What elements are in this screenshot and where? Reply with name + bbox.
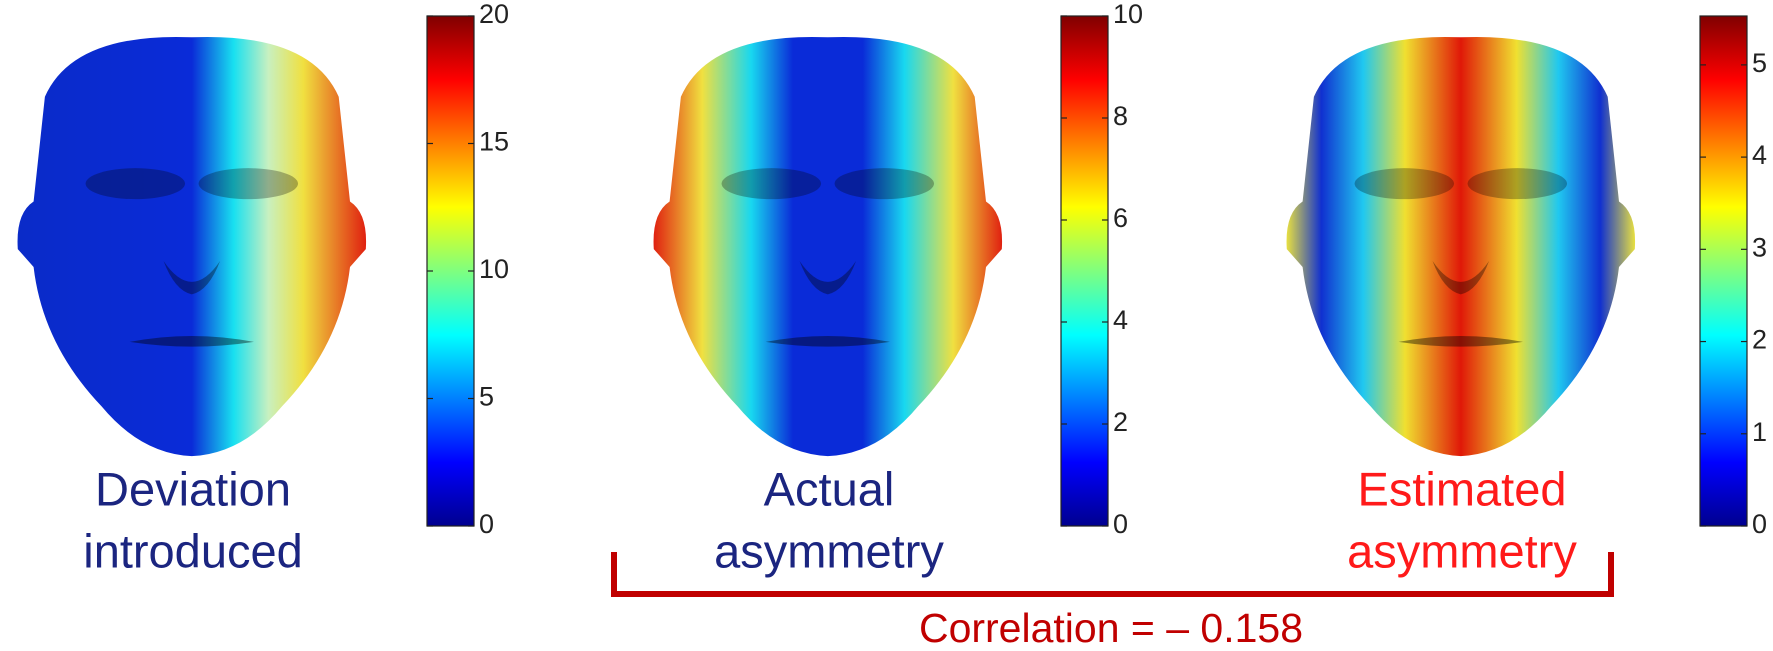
- face-surface: [18, 37, 367, 456]
- caption: Actual: [764, 462, 895, 515]
- tick-label: 3: [1752, 232, 1767, 262]
- figure: Correlation = – 0.158 05101520Deviationi…: [0, 0, 1773, 651]
- tick-label: 0: [479, 509, 494, 539]
- tick-label: 5: [1752, 48, 1767, 78]
- face-image: [654, 37, 1003, 456]
- colorbar: [427, 16, 474, 526]
- page: {"panels": [ {"caption": ["Deviation", "…: [0, 0, 1773, 651]
- caption: Estimated: [1358, 462, 1567, 515]
- caption: Deviation: [95, 462, 291, 515]
- tick-label: 0: [1113, 509, 1128, 539]
- eye-shade: [722, 168, 821, 199]
- face-surface: [654, 37, 1003, 456]
- colorbar: [1061, 16, 1108, 526]
- eye-shade: [1468, 168, 1567, 199]
- tick-label: 15: [479, 127, 509, 157]
- tick-label: 20: [479, 0, 509, 29]
- tick-label: 2: [1113, 407, 1128, 437]
- face-surface: [1287, 37, 1636, 456]
- eye-shade: [835, 168, 934, 199]
- tick-label: 10: [1113, 0, 1143, 29]
- tick-label: 5: [479, 382, 494, 412]
- tick-label: 8: [1113, 101, 1128, 131]
- face-image: [18, 37, 367, 456]
- tick-label: 0: [1752, 509, 1767, 539]
- caption: introduced: [83, 524, 303, 577]
- tick-label: 1: [1752, 417, 1767, 447]
- tick-label: 4: [1752, 140, 1767, 170]
- correlation: Correlation = – 0.158: [919, 605, 1303, 651]
- tick-label: 2: [1752, 325, 1767, 355]
- eye-shade: [86, 168, 185, 199]
- colorbar: [1700, 16, 1747, 526]
- eye-shade: [1355, 168, 1454, 199]
- tick-label: 6: [1113, 203, 1128, 233]
- tick-label: 4: [1113, 305, 1128, 335]
- face-image: [1287, 37, 1636, 456]
- eye-shade: [199, 168, 298, 199]
- caption: asymmetry: [714, 524, 944, 577]
- tick-label: 10: [479, 254, 509, 284]
- caption: asymmetry: [1347, 524, 1577, 577]
